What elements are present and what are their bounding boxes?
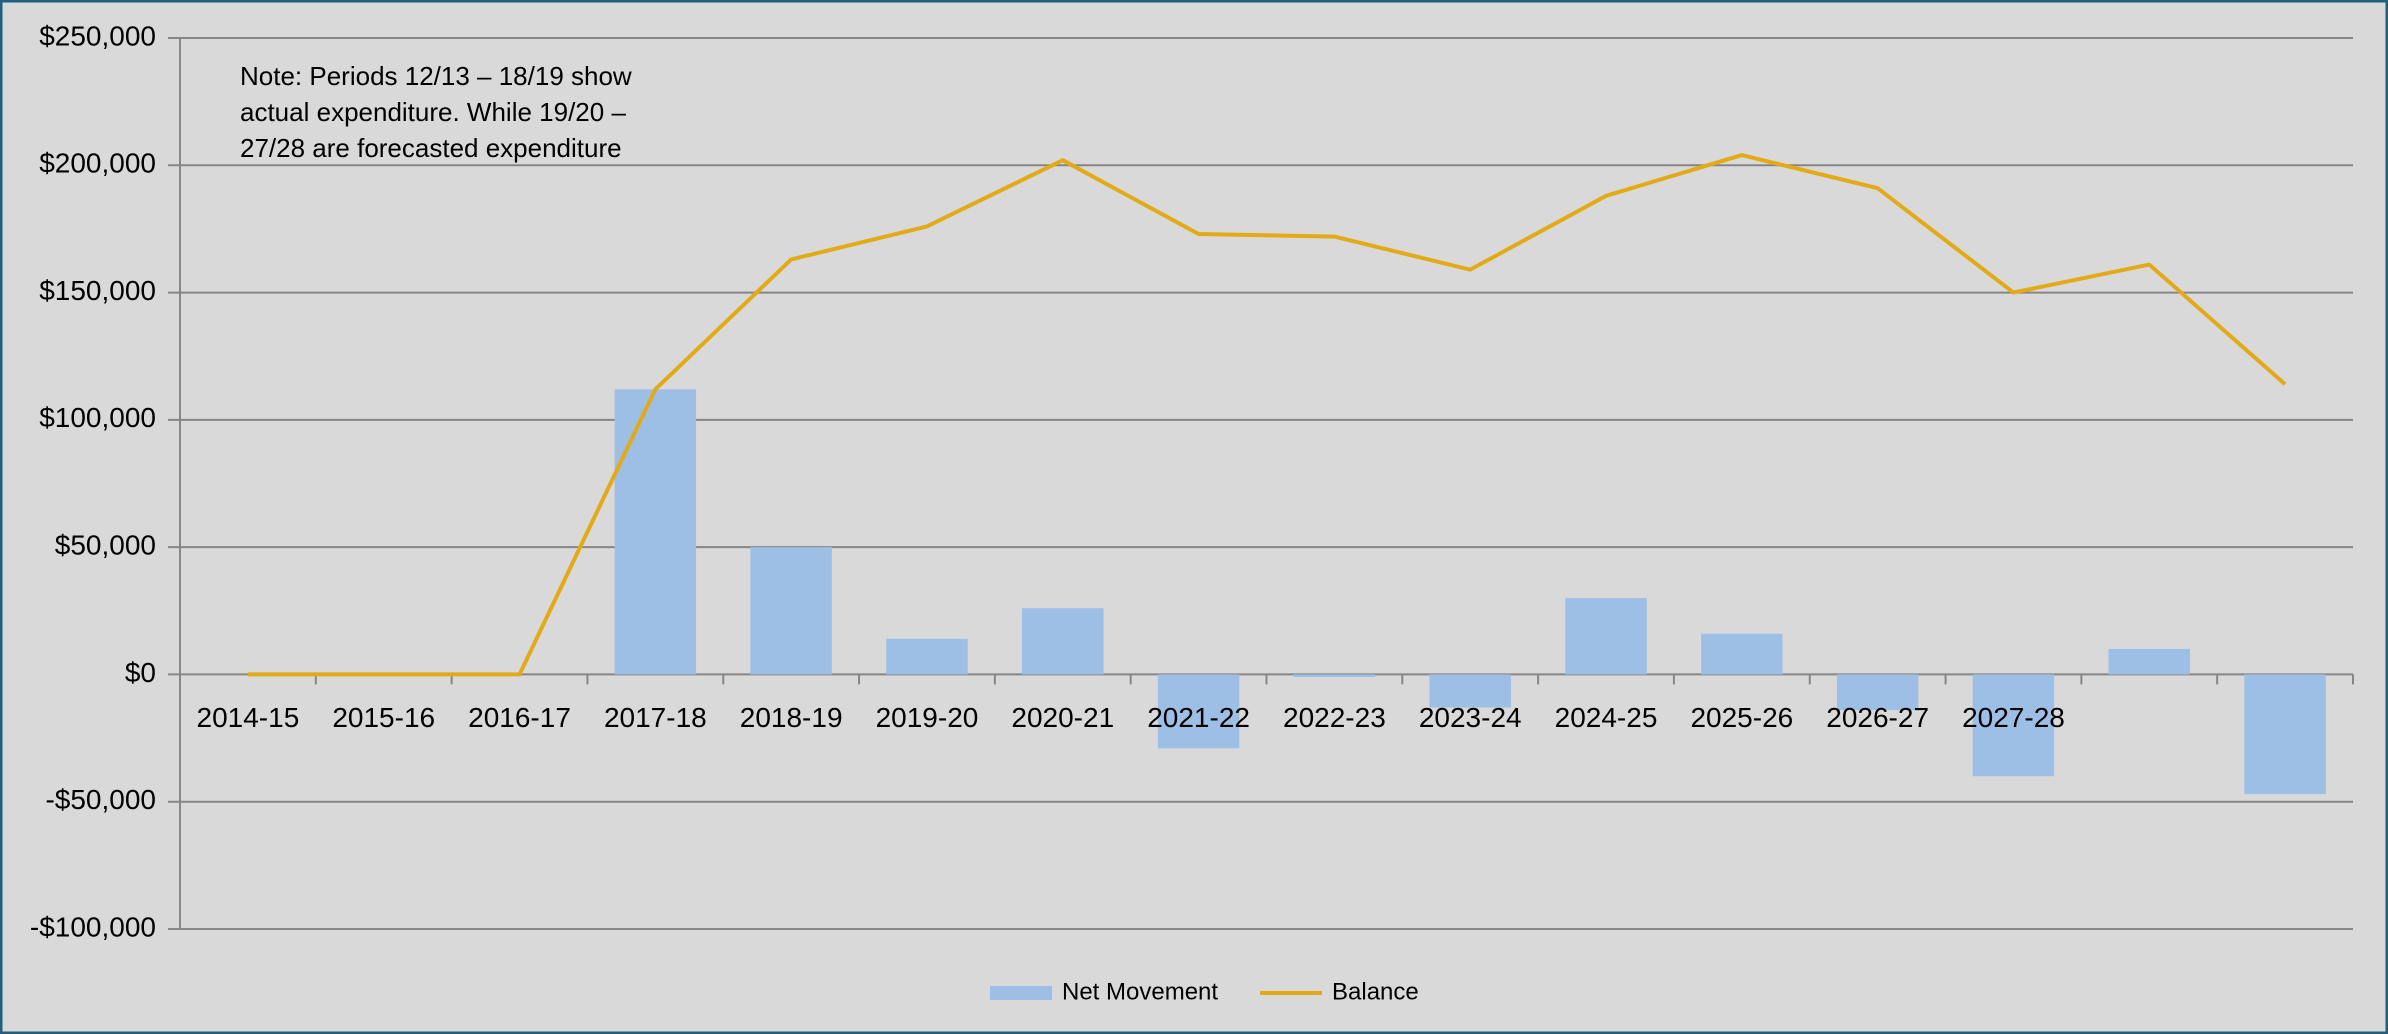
x-tick-label: 2019-20 xyxy=(876,702,979,733)
y-tick-label: -$50,000 xyxy=(45,784,156,815)
bar xyxy=(1836,674,1919,711)
bar xyxy=(1972,674,2055,777)
bar xyxy=(614,389,697,675)
annotation: actual expenditure. While 19/20 – xyxy=(240,97,626,127)
x-tick-label: 2016-17 xyxy=(468,702,571,733)
annotation: 27/28 are forecasted expenditure xyxy=(240,133,622,163)
x-tick-label: 2020-21 xyxy=(1011,702,1114,733)
y-tick-label: -$100,000 xyxy=(30,911,156,942)
line xyxy=(247,153,2287,677)
x-tick-label: 2021-22 xyxy=(1147,702,1250,733)
annotation: Note: Periods 12/13 – 18/19 show xyxy=(240,61,632,91)
y-tick-label: $50,000 xyxy=(55,530,156,561)
bar xyxy=(886,638,968,675)
y-tick-label: $200,000 xyxy=(39,148,156,179)
y-tick-label: $150,000 xyxy=(39,275,156,306)
bar xyxy=(2108,648,2191,675)
x-tick-label: 2014-15 xyxy=(197,702,300,733)
y-tick-label: $250,000 xyxy=(39,20,156,51)
x-tick-label: 2027-28 xyxy=(1962,702,2065,733)
bar xyxy=(1701,633,1783,675)
x-tick-label: 2022-23 xyxy=(1283,702,1386,733)
y-tick-label: $100,000 xyxy=(39,402,156,433)
bar xyxy=(1157,674,1240,749)
bar xyxy=(1293,674,1376,677)
legend-label: Balance xyxy=(1332,978,1419,1005)
x-tick-label: 2023-24 xyxy=(1419,702,1522,733)
x-tick-label: 2024-25 xyxy=(1555,702,1658,733)
bar xyxy=(1565,598,1647,675)
x-tick-label: 2015-16 xyxy=(332,702,435,733)
legend-swatch xyxy=(990,986,1052,1000)
bar xyxy=(750,547,832,675)
x-tick-label: 2017-18 xyxy=(604,702,707,733)
x-tick-label: 2026-27 xyxy=(1826,702,1929,733)
bar xyxy=(2244,674,2326,795)
legend-label: Net Movement xyxy=(1062,978,1218,1005)
y-tick-label: $0 xyxy=(125,657,156,688)
x-tick-label: 2025-26 xyxy=(1690,702,1793,733)
bar xyxy=(1022,608,1104,675)
bar xyxy=(1429,674,1511,708)
x-tick-label: 2018-19 xyxy=(740,702,843,733)
